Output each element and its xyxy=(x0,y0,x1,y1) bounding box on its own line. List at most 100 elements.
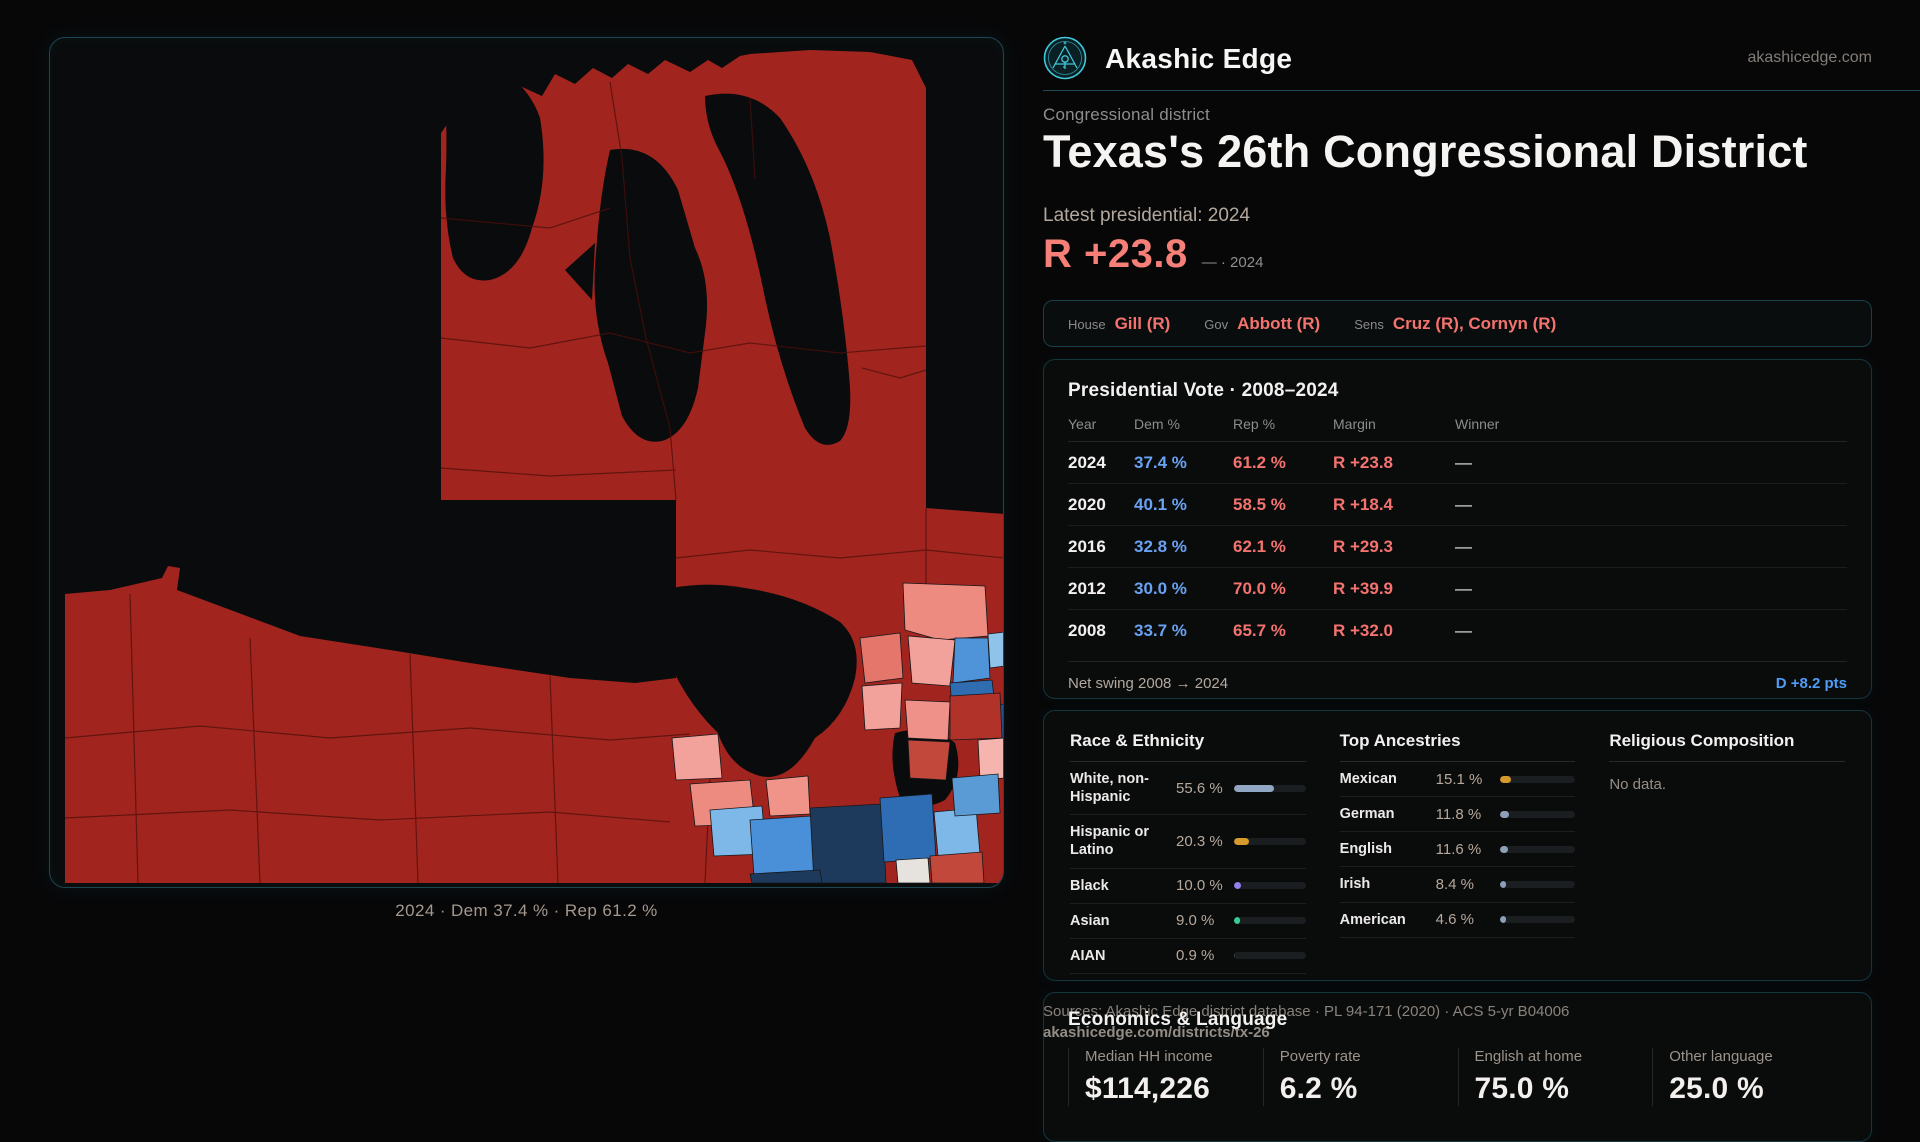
ancestry-row: Mexican 15.1 % xyxy=(1339,762,1576,798)
stat-value: 20.3 % xyxy=(1176,832,1223,850)
economic-stat-value: $114,226 xyxy=(1085,1072,1211,1105)
table-column-header: Winner xyxy=(1455,416,1500,432)
table-column-header: Dem % xyxy=(1134,416,1180,432)
stat-bar-track xyxy=(1499,810,1576,818)
stat-value: 8.4 % xyxy=(1435,875,1475,893)
stat-label: Black xyxy=(1070,877,1109,894)
stat-bar-track xyxy=(1234,882,1306,890)
table-cell: 37.4 % xyxy=(1134,452,1187,472)
official-value: Abbott (R) xyxy=(1237,313,1321,333)
table-header-row: Year Dem % Rep % Margin Winner xyxy=(1068,416,1847,442)
stat-value: 15.1 % xyxy=(1435,770,1483,788)
stat-value: 0.9 % xyxy=(1176,947,1215,965)
stat-bar-fill xyxy=(1499,775,1512,783)
stat-bar-track xyxy=(1499,880,1576,888)
official-value: Gill (R) xyxy=(1114,313,1171,333)
table-row: 2008 33.7 % 65.7 % R +32.0 — xyxy=(1068,610,1847,652)
economic-stat: Poverty rate 6.2 % xyxy=(1262,1048,1458,1106)
official-label: House xyxy=(1068,316,1106,332)
stat-value: 55.6 % xyxy=(1176,779,1223,797)
site-header: Akashic Edge akashicedge.com xyxy=(1043,36,1872,82)
table-column-header: Rep % xyxy=(1233,416,1276,432)
race-ethnicity-section: Race & Ethnicity White, non-Hispanic 55.6… xyxy=(1070,731,1306,974)
map-caption: 2024 · Dem 37.4 % · Rep 61.2 % xyxy=(395,901,658,920)
race-ethnicity-title: Race & Ethnicity xyxy=(1070,731,1306,762)
table-cell: R +39.9 xyxy=(1333,578,1394,598)
ancestries-section: Top Ancestries Mexican 15.1 % German 11.8 %… xyxy=(1339,731,1576,974)
religion-no-data: No data. xyxy=(1609,776,1667,793)
stat-bar-track xyxy=(1234,952,1306,960)
stat-label: Irish xyxy=(1339,876,1371,893)
net-swing-value: D +8.2 pts xyxy=(1775,675,1847,692)
stat-label: Mexican xyxy=(1339,771,1397,787)
presidential-vote-title: Presidential Vote · 2008–2024 xyxy=(1068,380,1339,401)
table-cell: 65.7 % xyxy=(1233,621,1286,640)
stat-bar-track xyxy=(1499,916,1576,924)
table-cell: — xyxy=(1455,494,1472,514)
stat-bar-track xyxy=(1499,775,1576,783)
economic-stat: Median HH income $114,226 xyxy=(1068,1048,1263,1106)
table-cell: 70.0 % xyxy=(1233,578,1286,598)
religion-section: Religious Composition No data. xyxy=(1609,731,1845,974)
race-row: Black 10.0 % xyxy=(1070,869,1306,904)
economics-card: Economics & Language Median HH income $11… xyxy=(1043,992,1872,1142)
table-cell: R +23.8 xyxy=(1333,452,1394,472)
table-cell: 30.0 % xyxy=(1134,578,1187,598)
ancestry-row: American 4.6 % xyxy=(1339,903,1576,938)
stat-value: 10.0 % xyxy=(1176,877,1223,895)
table-cell: 2016 xyxy=(1068,536,1106,556)
economic-stat-value: 25.0 % xyxy=(1669,1072,1764,1105)
site-domain-link[interactable]: akashicedge.com xyxy=(1747,49,1872,66)
official-value: Cruz (R), Cornyn (R) xyxy=(1392,313,1557,333)
stat-label: Hispanic or Latino xyxy=(1070,824,1149,859)
table-cell: R +29.3 xyxy=(1333,536,1394,556)
table-row: 2012 30.0 % 70.0 % R +39.9 — xyxy=(1068,568,1847,610)
official-item: House Gill (R) xyxy=(1068,314,1170,334)
akashic-edge-logo-icon xyxy=(1043,36,1087,80)
district-map-panel[interactable] xyxy=(49,37,1004,888)
stat-bar-fill xyxy=(1499,845,1509,853)
table-cell: 2012 xyxy=(1068,578,1106,598)
official-item: Gov Abbott (R) xyxy=(1204,314,1320,334)
header-divider xyxy=(1043,90,1920,91)
net-swing-label: Net swing 2008 → 2024 xyxy=(1068,675,1229,692)
stat-bar-track xyxy=(1234,917,1306,925)
table-cell: 2024 xyxy=(1068,452,1106,472)
table-cell: 2020 xyxy=(1068,494,1106,514)
margin-note: — · 2024 xyxy=(1201,254,1264,271)
stat-bar-fill xyxy=(1234,917,1241,925)
race-row: AIAN 0.9 % xyxy=(1070,939,1306,974)
stat-bar-fill xyxy=(1234,882,1242,890)
margin-value: R +23.8 xyxy=(1043,232,1188,276)
table-cell: 32.8 % xyxy=(1134,536,1187,556)
table-row: 2024 37.4 % 61.2 % R +23.8 — xyxy=(1068,442,1847,484)
table-cell: 62.1 % xyxy=(1233,536,1286,556)
stat-bar-track xyxy=(1234,837,1306,845)
table-cell: — xyxy=(1455,578,1472,598)
stat-label: White, non-Hispanic xyxy=(1070,771,1149,806)
district-precinct-map[interactable] xyxy=(50,38,1004,888)
ancestry-row: Irish 8.4 % xyxy=(1339,867,1576,903)
table-column-header: Year xyxy=(1068,416,1097,432)
economic-stat-label: English at home xyxy=(1474,1048,1583,1065)
economic-stat: Other language 25.0 % xyxy=(1652,1048,1847,1106)
stat-bar-fill xyxy=(1234,784,1274,792)
official-item: Sens Cruz (R), Cornyn (R) xyxy=(1354,314,1556,334)
race-row: Hispanic or Latino 20.3 % xyxy=(1070,815,1306,869)
stat-value: 11.8 % xyxy=(1435,805,1482,823)
stat-label: AIAN xyxy=(1070,947,1106,964)
stat-bar-fill xyxy=(1499,916,1507,924)
stat-value: 9.0 % xyxy=(1176,912,1215,930)
official-label: Gov xyxy=(1204,316,1229,332)
race-row: White, non-Hispanic 55.6 % xyxy=(1070,762,1306,816)
table-cell: R +18.4 xyxy=(1333,494,1394,514)
stat-label: German xyxy=(1339,806,1395,823)
economic-stat-value: 6.2 % xyxy=(1279,1072,1358,1105)
table-row: 2016 32.8 % 62.1 % R +29.3 — xyxy=(1068,526,1847,568)
ancestries-title: Top Ancestries xyxy=(1339,731,1576,762)
stat-bar-track xyxy=(1234,784,1306,792)
stat-value: 4.6 % xyxy=(1435,911,1475,929)
stat-bar-fill xyxy=(1234,837,1249,845)
latest-presidential-label: Latest presidential: 2024 xyxy=(1043,205,1251,226)
economic-stat-label: Median HH income xyxy=(1085,1048,1213,1065)
